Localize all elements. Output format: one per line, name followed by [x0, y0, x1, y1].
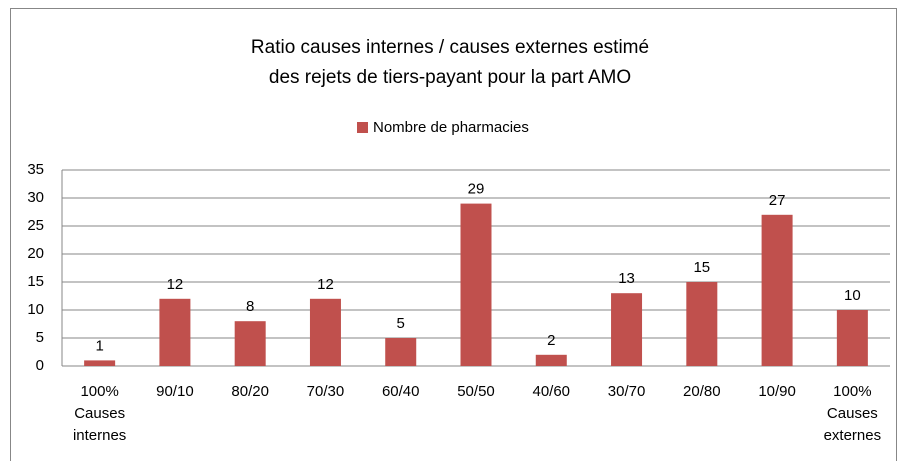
y-tick-label: 15	[27, 273, 44, 290]
x-tick-label: 40/60	[532, 383, 570, 400]
x-tick-label: 100% Causes externes	[824, 383, 882, 444]
x-tick-label: 80/20	[231, 383, 269, 400]
bar	[836, 310, 868, 366]
data-label: 5	[397, 315, 405, 332]
bar	[159, 298, 191, 366]
x-tick-label: 10/90	[758, 383, 796, 400]
bar	[309, 298, 341, 366]
data-label: 12	[167, 276, 184, 293]
bar	[84, 360, 116, 366]
data-label: 2	[547, 332, 555, 349]
x-tick-label: 60/40	[382, 383, 420, 400]
x-tick-label: 100% Causes internes	[73, 383, 126, 444]
x-tick-label: 50/50	[457, 383, 495, 400]
data-label: 10	[844, 287, 861, 304]
bar	[385, 338, 417, 366]
data-label: 12	[317, 276, 334, 293]
bar	[234, 321, 266, 366]
bar	[686, 282, 718, 366]
legend-swatch	[357, 122, 368, 133]
data-label: 29	[468, 181, 485, 198]
x-tick-label: 20/80	[683, 383, 721, 400]
chart-title: Ratio causes internes / causes externes …	[251, 37, 649, 88]
y-tick-label: 35	[27, 161, 44, 178]
bar	[460, 203, 492, 366]
chart-border	[10, 8, 897, 461]
data-label: 13	[618, 270, 635, 287]
bar	[535, 354, 567, 366]
y-tick-label: 20	[27, 245, 44, 262]
y-tick-label: 30	[27, 189, 44, 206]
bar	[761, 214, 793, 366]
data-label: 8	[246, 298, 254, 315]
x-tick-label: 30/70	[608, 383, 646, 400]
legend-label: Nombre de pharmacies	[373, 119, 529, 136]
y-tick-label: 0	[36, 357, 44, 374]
y-tick-label: 10	[27, 301, 44, 318]
y-tick-label: 5	[36, 329, 44, 346]
x-tick-label: 70/30	[307, 383, 345, 400]
y-tick-label: 25	[27, 217, 44, 234]
data-label: 27	[769, 192, 786, 209]
data-label: 15	[693, 259, 710, 276]
data-label: 1	[95, 337, 103, 354]
x-tick-label: 90/10	[156, 383, 194, 400]
bar	[611, 293, 643, 366]
